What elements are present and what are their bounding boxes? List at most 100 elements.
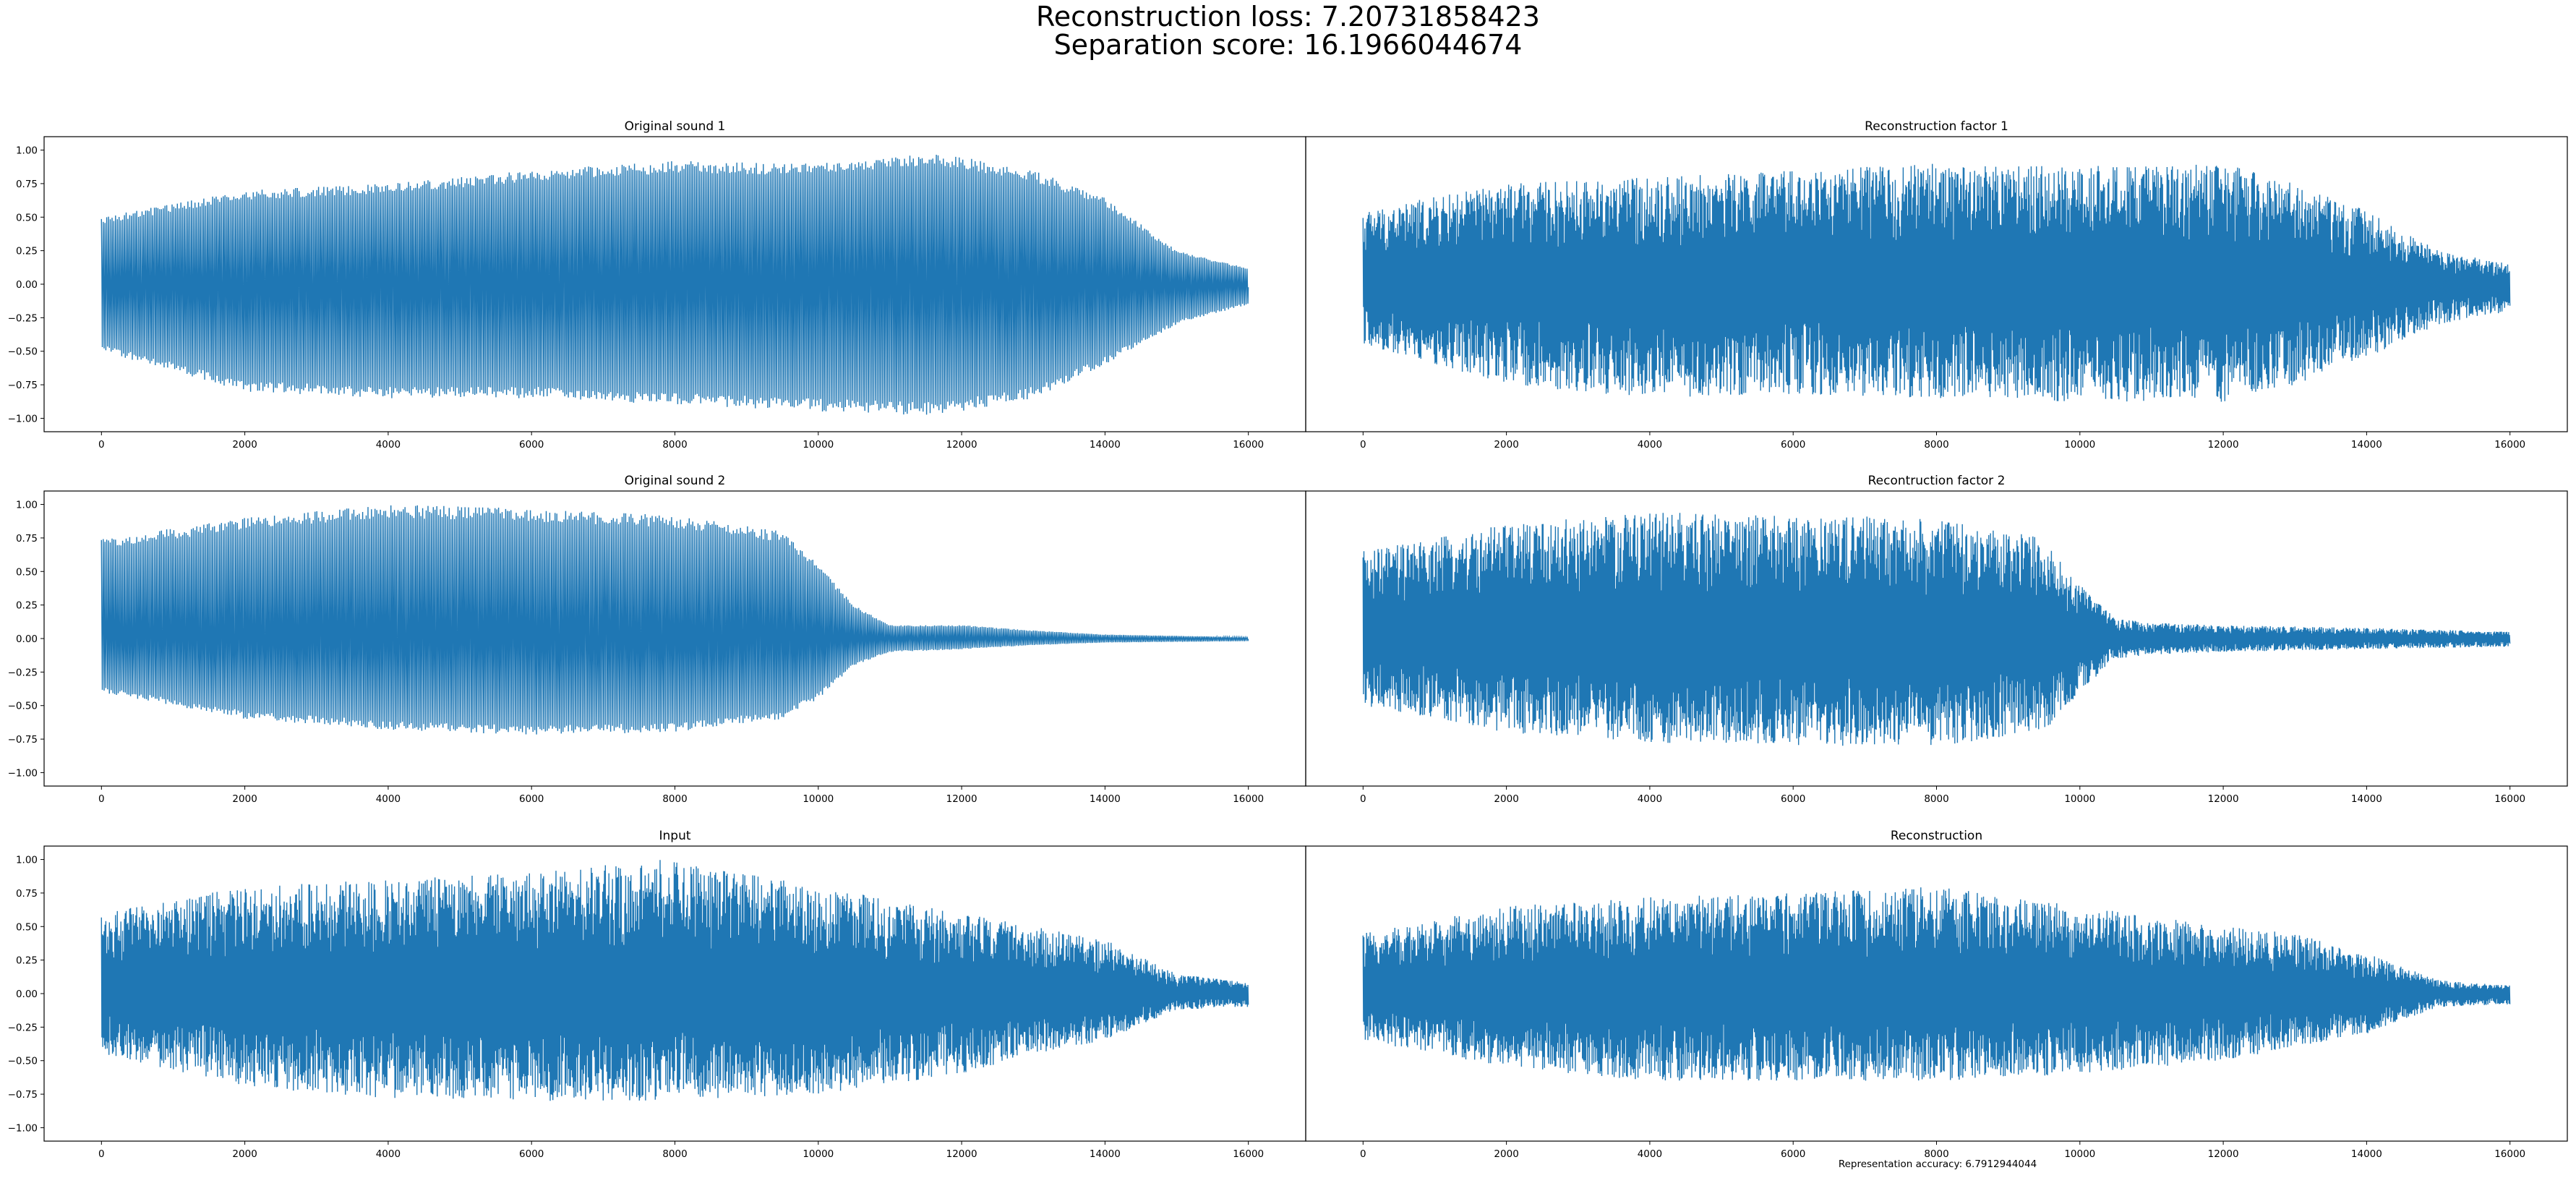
- x-tick-label: 6000: [1781, 439, 1805, 451]
- waveform-line: [100, 860, 1249, 1101]
- x-tick-label: 2000: [1494, 1148, 1518, 1160]
- x-tick-label: 14000: [1090, 1148, 1121, 1160]
- y-tick-label: −0.75: [8, 1089, 38, 1101]
- subplot-title: Input: [659, 829, 690, 843]
- x-tick-label: 6000: [519, 1148, 544, 1160]
- y-tick-label: −1.00: [8, 1122, 38, 1134]
- y-tick-label: −0.50: [8, 701, 38, 712]
- x-tick-label: 10000: [803, 1148, 834, 1160]
- subplot-5: Input 0 2000 4000 6000 8000 10000 12000 14000 160…: [8, 829, 1306, 1160]
- waveform-line: [1362, 163, 2511, 402]
- x-tick-label: 10000: [803, 439, 834, 451]
- x-tick-label: 14000: [2351, 793, 2382, 805]
- y-tick-label: 0.25: [16, 955, 38, 967]
- x-tick-label: 2000: [232, 439, 257, 451]
- x-tick-label: 2000: [1494, 793, 1518, 805]
- x-tick-label: 0: [1360, 793, 1366, 805]
- x-tick-label: 12000: [946, 439, 977, 451]
- waveform-line: [100, 505, 1249, 735]
- subplot-1: Original sound 1 0 2000 4000 6000 8000 10000 12…: [8, 119, 1306, 451]
- x-tick-label: 10000: [803, 793, 834, 805]
- subplot-title: Reconstruction: [1891, 829, 1982, 843]
- y-tick-label: 0.50: [16, 921, 38, 933]
- x-tick-label: 16000: [2494, 793, 2525, 805]
- x-tick-label: 8000: [662, 439, 687, 451]
- x-tick-label: 0: [98, 1148, 105, 1160]
- y-tick-label: 0.00: [16, 633, 38, 645]
- x-tick-label: 0: [1360, 1148, 1366, 1160]
- x-tick-label: 10000: [2064, 793, 2095, 805]
- x-tick-label: 0: [98, 439, 105, 451]
- x-tick-label: 4000: [1638, 1148, 1662, 1160]
- x-tick-label: 6000: [1781, 793, 1805, 805]
- subplot-title: Recontruction factor 2: [1868, 474, 2006, 488]
- x-tick-label: 10000: [2064, 439, 2095, 451]
- y-tick-label: 0.75: [16, 888, 38, 900]
- x-tick-label: 4000: [376, 1148, 401, 1160]
- x-tick-label: 14000: [2351, 1148, 2382, 1160]
- subplot-title: Original sound 1: [625, 119, 726, 134]
- y-tick-label: 1.00: [16, 145, 38, 157]
- figure-title-line-1: Reconstruction loss: 7.20731858423: [1036, 1, 1540, 33]
- x-tick-label: 2000: [232, 1148, 257, 1160]
- y-tick-label: −1.00: [8, 413, 38, 424]
- y-tick-label: 1.00: [16, 855, 38, 866]
- x-tick-label: 16000: [2494, 1148, 2525, 1160]
- figure-title-line-2: Separation score: 16.1966044674: [1053, 29, 1523, 61]
- y-tick-label: −0.25: [8, 667, 38, 678]
- x-tick-label: 4000: [1638, 439, 1662, 451]
- x-tick-label: 4000: [376, 439, 401, 451]
- x-tick-label: 12000: [946, 1148, 977, 1160]
- x-tick-label: 16000: [1233, 439, 1264, 451]
- x-tick-label: 0: [98, 793, 105, 805]
- x-tick-label: 12000: [946, 793, 977, 805]
- y-tick-label: −0.75: [8, 380, 38, 391]
- y-tick-label: −0.25: [8, 1022, 38, 1033]
- x-tick-label: 14000: [2351, 439, 2382, 451]
- y-tick-label: −0.50: [8, 346, 38, 358]
- waveform-line: [1362, 513, 2511, 746]
- y-tick-label: 0.25: [16, 246, 38, 257]
- x-tick-label: 8000: [662, 1148, 687, 1160]
- subplot-3: Original sound 2 0 2000 4000 6000 8000 10000 12…: [8, 474, 1306, 805]
- waveform-line: [1362, 887, 2511, 1081]
- y-tick-label: −0.50: [8, 1056, 38, 1067]
- x-tick-label: 2000: [1494, 439, 1518, 451]
- x-tick-label: 2000: [232, 793, 257, 805]
- x-tick-label: 16000: [1233, 1148, 1264, 1160]
- x-tick-label: 14000: [1090, 439, 1121, 451]
- y-tick-label: −0.25: [8, 312, 38, 324]
- x-tick-label: 4000: [1638, 793, 1662, 805]
- subplot-2: Reconstruction factor 1 0 2000 4000 6000 8000…: [1305, 119, 2568, 451]
- y-tick-label: 0.00: [16, 279, 38, 291]
- x-tick-label: 4000: [376, 793, 401, 805]
- x-tick-label: 8000: [1924, 439, 1948, 451]
- y-tick-label: 0.75: [16, 533, 38, 545]
- subplot-6: Reconstruction 0 2000 4000 6000 8000 10000 1200…: [1305, 829, 2568, 1160]
- y-tick-label: 0.50: [16, 212, 38, 223]
- y-tick-label: −1.00: [8, 767, 38, 779]
- x-tick-label: 6000: [519, 793, 544, 805]
- x-tick-label: 6000: [519, 439, 544, 451]
- x-tick-label: 16000: [1233, 793, 1264, 805]
- subplot-title: Original sound 2: [625, 474, 726, 488]
- waveform-line: [100, 154, 1249, 415]
- x-tick-label: 8000: [1924, 1148, 1948, 1160]
- y-tick-label: −0.75: [8, 734, 38, 746]
- x-tick-label: 8000: [662, 793, 687, 805]
- x-tick-label: 10000: [2064, 1148, 2095, 1160]
- subplot-4: Recontruction factor 2 0 2000 4000 6000 8000 1…: [1305, 474, 2568, 805]
- x-tick-label: 16000: [2494, 439, 2525, 451]
- y-tick-label: 1.00: [16, 500, 38, 511]
- y-tick-label: 0.25: [16, 600, 38, 612]
- x-tick-label: 14000: [1090, 793, 1121, 805]
- x-tick-label: 12000: [2208, 1148, 2239, 1160]
- x-tick-label: 0: [1360, 439, 1366, 451]
- x-tick-label: 12000: [2208, 793, 2239, 805]
- x-tick-label: 12000: [2208, 439, 2239, 451]
- y-tick-label: 0.50: [16, 566, 38, 578]
- y-tick-label: 0.75: [16, 179, 38, 190]
- subplot-title: Reconstruction factor 1: [1865, 119, 2008, 134]
- x-tick-label: 8000: [1924, 793, 1948, 805]
